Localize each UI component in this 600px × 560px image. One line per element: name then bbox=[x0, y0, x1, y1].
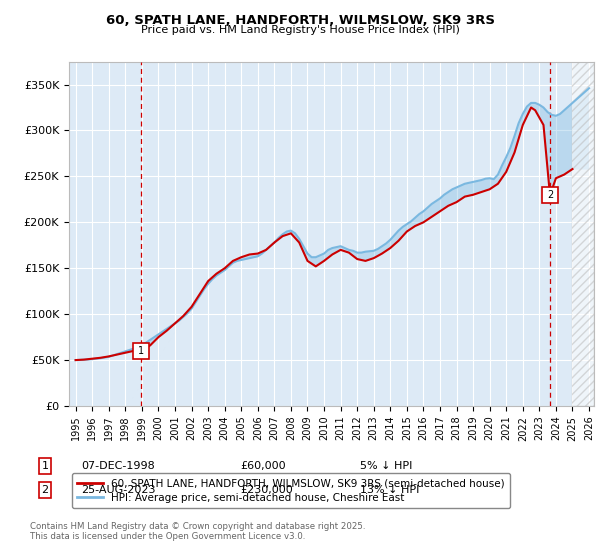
Text: Contains HM Land Registry data © Crown copyright and database right 2025.
This d: Contains HM Land Registry data © Crown c… bbox=[30, 522, 365, 542]
Text: Price paid vs. HM Land Registry's House Price Index (HPI): Price paid vs. HM Land Registry's House … bbox=[140, 25, 460, 35]
Text: £230,000: £230,000 bbox=[240, 485, 293, 495]
Text: 2: 2 bbox=[547, 190, 553, 200]
Text: 1: 1 bbox=[137, 346, 143, 356]
Text: 07-DEC-1998: 07-DEC-1998 bbox=[81, 461, 155, 471]
Text: 25-AUG-2023: 25-AUG-2023 bbox=[81, 485, 155, 495]
Text: 5% ↓ HPI: 5% ↓ HPI bbox=[360, 461, 412, 471]
Text: 13% ↓ HPI: 13% ↓ HPI bbox=[360, 485, 419, 495]
Text: 1: 1 bbox=[41, 461, 49, 471]
Text: 2: 2 bbox=[41, 485, 49, 495]
Bar bbox=[572, 62, 594, 406]
Text: 60, SPATH LANE, HANDFORTH, WILMSLOW, SK9 3RS: 60, SPATH LANE, HANDFORTH, WILMSLOW, SK9… bbox=[106, 14, 494, 27]
Text: £60,000: £60,000 bbox=[240, 461, 286, 471]
Legend: 60, SPATH LANE, HANDFORTH, WILMSLOW, SK9 3RS (semi-detached house), HPI: Average: 60, SPATH LANE, HANDFORTH, WILMSLOW, SK9… bbox=[71, 473, 510, 508]
